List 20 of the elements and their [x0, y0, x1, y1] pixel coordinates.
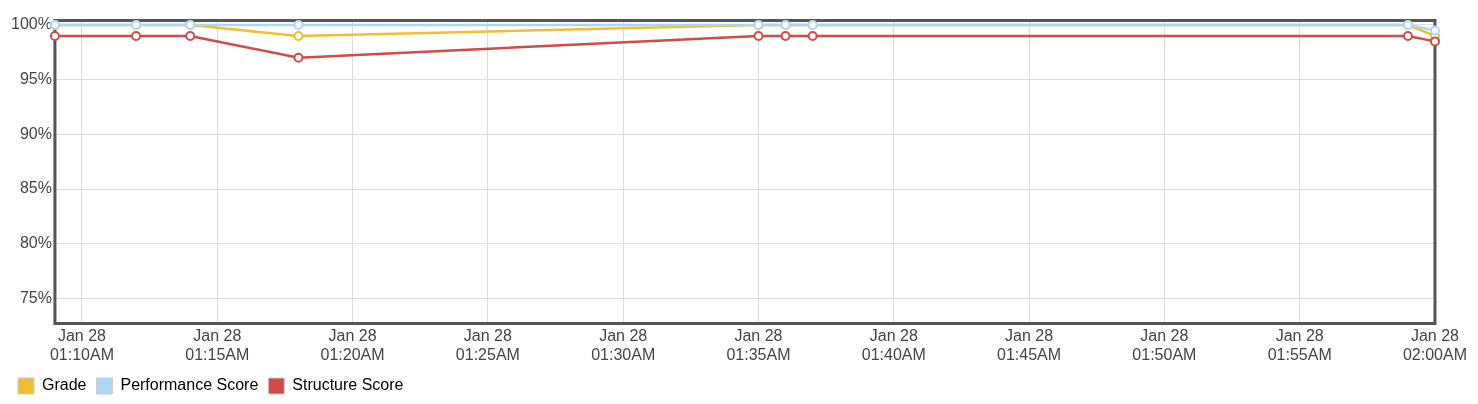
x-tick-label: Jan 28 01:10AM [49, 326, 115, 363]
y-tick-label: 75% [19, 288, 52, 306]
legend-label: Performance Score [120, 376, 259, 394]
x-tick-label: Jan 28 01:50AM [1132, 326, 1197, 363]
x-tick-label: Jan 28 01:20AM [320, 326, 385, 363]
y-tick-label: 100% [11, 15, 52, 33]
x-tick-label: Jan 28 02:00AM [1402, 326, 1467, 363]
y-tick-label: 90% [19, 124, 52, 142]
x-tick-label: Jan 28 01:25AM [455, 326, 520, 363]
x-tick-label: Jan 28 01:45AM [997, 326, 1062, 363]
legend-label: Grade [42, 376, 87, 394]
x-tick-label: Jan 28 01:55AM [1267, 326, 1332, 363]
x-tick-label: Jan 28 01:40AM [861, 326, 926, 363]
x-tick-label: Jan 28 01:35AM [726, 326, 791, 363]
y-tick-label: 80% [19, 234, 52, 252]
legend-label: Structure Score [292, 376, 404, 394]
y-tick-label: 95% [19, 70, 52, 88]
x-tick-label: Jan 28 01:15AM [185, 326, 250, 363]
y-tick-label: 85% [19, 179, 52, 197]
x-tick-label: Jan 28 01:30AM [591, 326, 656, 363]
